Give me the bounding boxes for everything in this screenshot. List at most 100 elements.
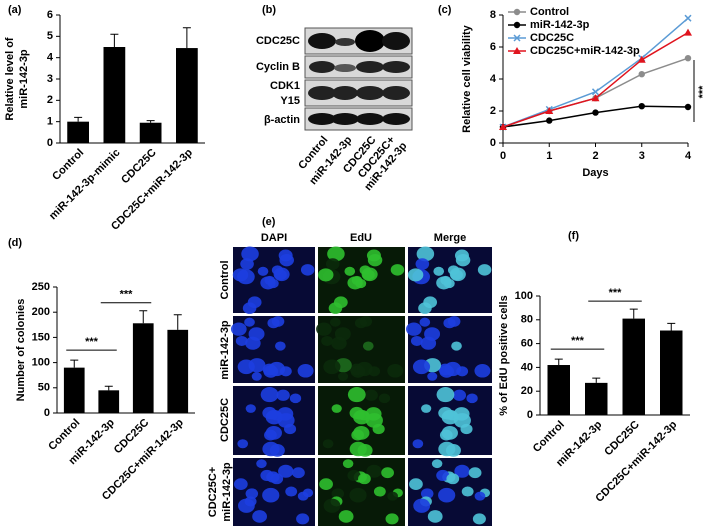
error-bar <box>146 120 155 123</box>
cell <box>325 258 340 270</box>
cell <box>251 372 262 381</box>
y-tick-label: 3 <box>47 73 53 85</box>
y-tick-label: 50 <box>38 382 50 394</box>
x-tick-label: Control <box>531 419 567 455</box>
row-label: miR-142-3p <box>219 320 231 380</box>
bar <box>167 329 189 413</box>
y-tick-label: 40 <box>521 361 533 373</box>
y-tick-label: 60 <box>521 338 533 350</box>
cell <box>265 409 283 425</box>
y-tick-label: 1 <box>47 116 53 128</box>
cell <box>245 336 261 350</box>
cell <box>342 459 354 469</box>
panel-label: (a) <box>8 4 22 16</box>
y-tick-label: 20 <box>521 385 533 397</box>
cell <box>472 513 486 525</box>
cell <box>474 363 491 378</box>
point <box>591 88 600 96</box>
y-tick-label: 100 <box>515 290 533 302</box>
y-tick-label: 0 <box>44 407 50 419</box>
x-tick-label: 2 <box>592 150 598 162</box>
cell <box>319 478 333 490</box>
cell <box>390 264 405 276</box>
cell <box>466 393 478 404</box>
point <box>637 55 646 63</box>
cell <box>273 267 290 282</box>
error-bar <box>629 308 638 319</box>
cell <box>415 258 430 270</box>
bar <box>67 121 89 143</box>
cell <box>446 473 460 485</box>
point <box>592 109 599 116</box>
x-tick-label: 0 <box>500 150 506 162</box>
cell <box>474 491 486 501</box>
error-bar <box>104 385 113 391</box>
cell <box>461 486 474 497</box>
cell <box>233 478 248 490</box>
cell <box>420 488 434 499</box>
cell <box>381 467 394 479</box>
error-bar <box>74 116 83 122</box>
y-tick-label: 6 <box>47 9 53 21</box>
y-tick-label: 8 <box>490 9 496 21</box>
cell <box>419 317 431 327</box>
cell <box>421 404 432 413</box>
y-tick-label: 80 <box>521 314 533 326</box>
bar <box>585 382 608 415</box>
legend-marker <box>513 21 521 29</box>
blot <box>304 27 413 131</box>
cell <box>245 404 256 413</box>
cell <box>262 487 280 503</box>
error-bar <box>182 27 191 49</box>
error-bar <box>110 33 119 47</box>
cell <box>420 336 437 350</box>
y-axis-label: Relative cell viability <box>461 24 473 132</box>
cell <box>412 439 424 449</box>
y-axis-label: Relative level of <box>4 37 16 120</box>
cell <box>257 266 269 276</box>
row-label: miR-142-3p <box>221 462 233 522</box>
cell <box>431 459 443 469</box>
cell <box>353 425 370 440</box>
point <box>684 28 692 36</box>
cell <box>362 341 374 351</box>
cell <box>329 317 341 327</box>
cell <box>406 322 422 336</box>
cell <box>322 439 334 449</box>
cell <box>347 276 363 290</box>
y-tick-label: 4 <box>490 73 497 85</box>
cell <box>407 268 424 282</box>
point <box>684 103 692 111</box>
cell <box>441 409 459 425</box>
y-tick-label: 2 <box>490 105 496 117</box>
x-tick-label: 3 <box>639 150 645 162</box>
cell <box>427 510 443 523</box>
cell <box>338 372 349 381</box>
panel-label: (b) <box>262 4 276 16</box>
cell <box>256 459 267 469</box>
y-tick-label: 6 <box>490 41 496 53</box>
cell <box>252 510 267 523</box>
cell <box>278 464 294 478</box>
cell <box>316 322 332 336</box>
cell <box>289 393 302 404</box>
cell <box>410 335 423 347</box>
panel-label: (c) <box>438 4 452 16</box>
x-tick-label: miR-142-3p-mimic <box>47 147 122 222</box>
y-tick-label: 0 <box>527 409 533 421</box>
point <box>546 117 553 124</box>
error-bar <box>667 322 676 331</box>
legend-label: CDC25C+miR-142-3p <box>530 45 640 57</box>
column-header: EdU <box>350 232 372 244</box>
cell <box>451 341 462 351</box>
bar <box>547 365 570 415</box>
x-tick-label: 4 <box>685 150 692 162</box>
significance-label: *** <box>120 289 134 301</box>
cell <box>297 491 309 501</box>
legend-marker <box>513 34 521 42</box>
y-axis-label: % of EdU positive cells <box>498 295 510 415</box>
cell <box>349 487 367 503</box>
error-bar <box>70 359 79 368</box>
cell <box>436 469 450 481</box>
